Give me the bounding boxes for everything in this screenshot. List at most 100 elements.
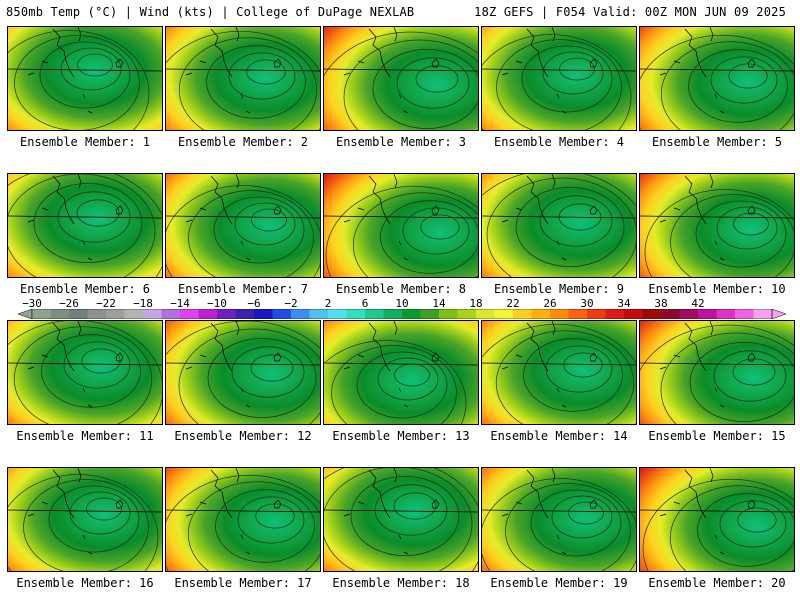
ensemble-member-map xyxy=(165,26,321,131)
ensemble-member-label: Ensemble Member: 15 xyxy=(648,429,786,443)
ensemble-member-map xyxy=(7,320,163,425)
colorbar-tick-labels: −30 −26 −22 −18 −14 −10 −6 −2 2 6 10 14 18 22 26 30 34 38… xyxy=(18,298,786,310)
ensemble-member-label: Ensemble Member: 13 xyxy=(332,429,470,443)
colorbar-swatch xyxy=(513,309,532,319)
colorbar-swatch xyxy=(698,309,717,319)
colorbar-swatch xyxy=(235,309,255,319)
colorbar-swatch xyxy=(531,309,551,319)
colorbar-swatch xyxy=(198,309,218,319)
colorbar-swatch xyxy=(624,309,643,319)
colorbar-swatch xyxy=(494,309,514,319)
ensemble-member-label: Ensemble Member: 3 xyxy=(335,135,467,149)
colorbar-tick-label: 14 xyxy=(432,297,446,310)
colorbar-tick-label: 38 xyxy=(654,297,668,310)
ensemble-member-map xyxy=(639,26,795,131)
colorbar-swatch xyxy=(124,309,144,319)
colorbar-tick-label: −22 xyxy=(96,297,116,310)
colorbar-tick-label: 10 xyxy=(395,297,409,310)
colorbar-min-arrow xyxy=(18,309,33,319)
ensemble-member-map xyxy=(323,173,479,278)
colorbar-swatch xyxy=(420,309,440,319)
colorbar-swatch xyxy=(587,309,606,319)
colorbar-tick-label: 34 xyxy=(617,297,631,310)
colorbar-tick-label: −26 xyxy=(59,297,79,310)
colorbar-tick-label: −10 xyxy=(207,297,227,310)
colorbar-swatch xyxy=(753,309,773,319)
colorbar-tick-label: −6 xyxy=(247,297,261,310)
ensemble-member-map xyxy=(481,320,637,425)
ensemble-member-map xyxy=(639,467,795,572)
colorbar-swatch xyxy=(309,309,329,319)
ensemble-member-label: Ensemble Member: 18 xyxy=(332,576,470,590)
colorbar-swatch xyxy=(272,309,292,319)
ensemble-member-map xyxy=(7,467,163,572)
colorbar-tick-label: 22 xyxy=(506,297,520,310)
colorbar-tick-label: −18 xyxy=(133,297,153,310)
colorbar-bar xyxy=(18,309,786,319)
ensemble-member-label: Ensemble Member: 16 xyxy=(16,576,154,590)
colorbar-swatch xyxy=(439,309,458,319)
colorbar-swatch xyxy=(735,309,754,319)
ensemble-member-map xyxy=(323,320,479,425)
colorbar-swatch xyxy=(32,309,51,319)
ensemble-member-label: Ensemble Member: 10 xyxy=(648,282,786,296)
colorbar-tick-label: 42 xyxy=(691,297,705,310)
colorbar-swatch xyxy=(291,309,310,319)
colorbar-swatch xyxy=(328,309,347,319)
ensemble-member-label: Ensemble Member: 17 xyxy=(174,576,312,590)
ensemble-member-map xyxy=(7,173,163,278)
ensemble-member-label: Ensemble Member: 19 xyxy=(490,576,628,590)
colorbar-tick-label: −30 xyxy=(22,297,42,310)
colorbar-swatch xyxy=(254,309,273,319)
ensemble-member-map xyxy=(481,467,637,572)
colorbar-tick-label: −2 xyxy=(284,297,298,310)
colorbar-swatch xyxy=(365,309,384,319)
ensemble-member-label: Ensemble Member: 7 xyxy=(177,282,309,296)
ensemble-member-map xyxy=(639,320,795,425)
temperature-colorbar: −30 −26 −22 −18 −14 −10 −6 −2 2 6 10 14 18 22 26 30 34 38… xyxy=(18,298,786,320)
ensemble-member-label: Ensemble Member: 5 xyxy=(651,135,783,149)
colorbar-tick-label: 2 xyxy=(324,297,332,310)
ensemble-member-label: Ensemble Member: 4 xyxy=(493,135,625,149)
ensemble-member-map xyxy=(481,173,637,278)
ensemble-member-label: Ensemble Member: 2 xyxy=(177,135,309,149)
colorbar-swatch xyxy=(716,309,736,319)
colorbar-tick-label: 6 xyxy=(361,297,369,310)
colorbar-swatch xyxy=(69,309,88,319)
ensemble-member-map xyxy=(323,26,479,131)
model-run-info: 18Z GEFS | F054 Valid: 00Z MON JUN 09 20… xyxy=(474,5,786,19)
ensemble-member-map xyxy=(165,467,321,572)
ensemble-member-map xyxy=(323,467,479,572)
map-title: 850mb Temp (°C) | Wind (kts) | College o… xyxy=(6,5,415,19)
colorbar-tick-label: 26 xyxy=(543,297,557,310)
colorbar-swatch xyxy=(476,309,495,319)
ensemble-member-label: Ensemble Member: 11 xyxy=(16,429,154,443)
colorbar-swatch xyxy=(457,309,477,319)
colorbar-tick-label: −14 xyxy=(170,297,190,310)
ensemble-member-label: Ensemble Member: 8 xyxy=(335,282,467,296)
colorbar-swatch xyxy=(143,309,162,319)
ensemble-member-map xyxy=(639,173,795,278)
colorbar-swatch xyxy=(661,309,680,319)
ensemble-member-map xyxy=(165,173,321,278)
ensemble-member-label: Ensemble Member: 12 xyxy=(174,429,312,443)
colorbar-swatch xyxy=(50,309,70,319)
colorbar-swatch xyxy=(383,309,403,319)
ensemble-member-label: Ensemble Member: 14 xyxy=(490,429,628,443)
colorbar-swatch xyxy=(568,309,588,319)
colorbar-swatch xyxy=(106,309,125,319)
colorbar-swatch xyxy=(217,309,236,319)
colorbar-swatch xyxy=(87,309,107,319)
colorbar-swatch xyxy=(180,309,199,319)
colorbar-swatch xyxy=(161,309,181,319)
colorbar-swatch xyxy=(402,309,421,319)
colorbar-max-arrow xyxy=(771,309,786,319)
colorbar-swatch xyxy=(605,309,625,319)
colorbar-swatch xyxy=(346,309,366,319)
ensemble-member-map xyxy=(165,320,321,425)
colorbar-tick-label: 18 xyxy=(469,297,483,310)
ensemble-member-map xyxy=(481,26,637,131)
ensemble-member-map xyxy=(7,26,163,131)
ensemble-member-label: Ensemble Member: 6 xyxy=(19,282,151,296)
colorbar-tick-label: 30 xyxy=(580,297,594,310)
